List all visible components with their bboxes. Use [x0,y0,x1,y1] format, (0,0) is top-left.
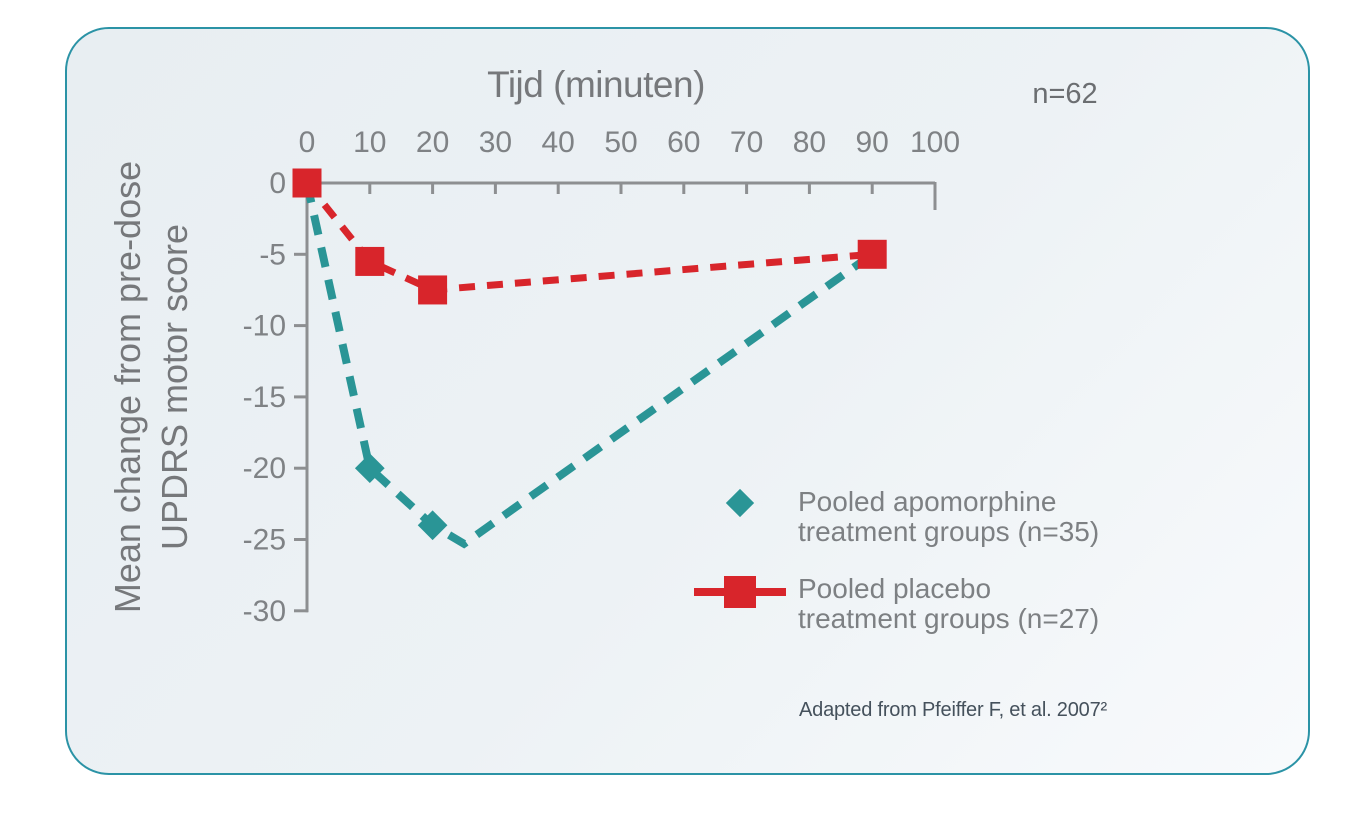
apomorphine-diamond-icon [725,488,755,518]
svg-text:0: 0 [299,126,316,159]
legend-swatch-cell [682,565,798,629]
svg-text:-25: -25 [243,524,286,557]
legend-label-line: treatment groups (n=35) [798,516,1100,547]
legend-label-line: treatment groups (n=27) [798,603,1100,634]
chart-plot-area: 0 10 20 30 40 50 60 70 80 90 100 0 -5 -10 -15 -20 -25 -30 [243,126,960,628]
svg-text:-15: -15 [243,381,286,414]
svg-text:80: 80 [793,126,826,159]
x-axis-title: Tijd (minuten) [487,64,705,105]
legend-label-line: Pooled apomorphine [798,486,1057,517]
chart-card: Tijd (minuten) n=62 Mean change from pre… [65,27,1310,775]
svg-text:10: 10 [353,126,386,159]
svg-text:0: 0 [269,167,286,200]
svg-text:-10: -10 [243,310,286,343]
svg-text:40: 40 [542,126,575,159]
sample-size-label: n=62 [1032,78,1098,110]
svg-text:90: 90 [856,126,889,159]
citation-text: Adapted from Pfeiffer F, et al. 2007² [799,699,1107,721]
legend-item-placebo: Pooled placebo treatment groups (n=27) [682,565,1099,634]
svg-text:50: 50 [604,126,637,159]
svg-text:30: 30 [479,126,512,159]
placebo-square-icon [724,576,756,608]
legend-swatch-cell [682,475,798,539]
svg-text:-30: -30 [243,595,286,628]
legend-label-line: Pooled placebo [798,573,992,604]
svg-text:70: 70 [730,126,763,159]
legend-label-placebo: Pooled placebo treatment groups (n=27) [798,565,1099,634]
svg-text:60: 60 [667,126,700,159]
svg-text:-5: -5 [259,238,286,271]
svg-text:100: 100 [910,126,960,159]
legend-item-apomorphine: Pooled apomorphine treatment groups (n=3… [682,475,1099,547]
legend-label-apomorphine: Pooled apomorphine treatment groups (n=3… [798,475,1099,547]
svg-text:-20: -20 [243,452,286,485]
svg-text:20: 20 [416,126,449,159]
